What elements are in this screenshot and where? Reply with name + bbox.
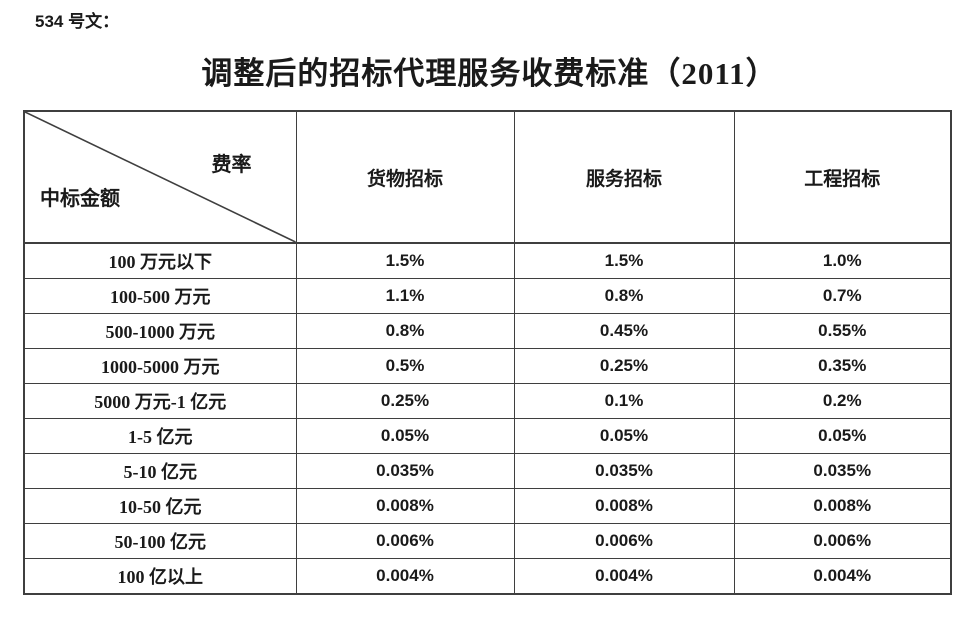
rate-cell: 0.25% (295, 382, 515, 419)
fee-table: 费率 中标金额 货物招标 服务招标 工程招标 100 万元以下 1.5% 1.5… (23, 110, 952, 595)
table-row: 100-500 万元 1.1% 0.8% 0.7% (23, 277, 952, 314)
rate-cell: 1.5% (295, 242, 515, 279)
amount-range-cell: 1-5 亿元 (23, 417, 297, 455)
rate-cell: 0.2% (733, 382, 952, 419)
corner-cell: 费率 中标金额 (23, 110, 297, 244)
rate-cell: 0.008% (733, 488, 952, 525)
table-row: 5-10 亿元 0.035% 0.035% 0.035% (23, 453, 952, 490)
rate-cell: 0.8% (295, 312, 515, 349)
page-title: 调整后的招标代理服务收费标准（2011） (201, 56, 778, 91)
rate-cell: 0.008% (295, 488, 515, 525)
rate-cell: 0.05% (295, 417, 515, 455)
rate-cell: 0.006% (513, 523, 735, 560)
rate-cell: 0.5% (295, 347, 515, 384)
amount-range-cell: 50-100 亿元 (23, 523, 297, 560)
table-header-row: 费率 中标金额 货物招标 服务招标 工程招标 (23, 110, 952, 244)
amount-range-cell: 1000-5000 万元 (23, 347, 297, 384)
amount-range-cell: 500-1000 万元 (23, 312, 297, 349)
table-row: 50-100 亿元 0.006% 0.006% 0.006% (23, 523, 952, 560)
table-row: 100 万元以下 1.5% 1.5% 1.0% (23, 242, 952, 279)
table-row: 1000-5000 万元 0.5% 0.25% 0.35% (23, 347, 952, 384)
table-row: 100 亿以上 0.004% 0.004% 0.004% (23, 558, 952, 595)
rate-cell: 0.8% (513, 277, 735, 314)
rate-cell: 0.7% (733, 277, 952, 314)
rate-cell: 0.05% (733, 417, 952, 455)
table-row: 500-1000 万元 0.8% 0.45% 0.55% (23, 312, 952, 349)
rate-cell: 0.004% (295, 558, 515, 595)
column-header-services: 服务招标 (513, 110, 735, 244)
table-row: 1-5 亿元 0.05% 0.05% 0.05% (23, 417, 952, 455)
rate-cell: 0.35% (733, 347, 952, 384)
rate-cell: 0.05% (513, 417, 735, 455)
table-row: 5000 万元-1 亿元 0.25% 0.1% 0.2% (23, 382, 952, 419)
doc-number-label: 534 号文： (35, 12, 120, 31)
rate-cell: 1.1% (295, 277, 515, 314)
amount-range-cell: 5-10 亿元 (23, 453, 297, 490)
column-header-goods: 货物招标 (295, 110, 515, 244)
corner-label-amount: 中标金额 (40, 188, 120, 210)
rate-cell: 0.25% (513, 347, 735, 384)
rate-cell: 0.004% (513, 558, 735, 595)
rate-cell: 0.035% (295, 453, 515, 490)
rate-cell: 0.45% (513, 312, 735, 349)
amount-range-cell: 100 万元以下 (23, 242, 297, 279)
column-header-engineering: 工程招标 (733, 110, 952, 244)
rate-cell: 0.006% (733, 523, 952, 560)
rate-cell: 0.006% (295, 523, 515, 560)
amount-range-cell: 100-500 万元 (23, 277, 297, 314)
rate-cell: 0.1% (513, 382, 735, 419)
rate-cell: 1.0% (733, 242, 952, 279)
rate-cell: 0.004% (733, 558, 952, 595)
rate-cell: 0.035% (733, 453, 952, 490)
table-row: 10-50 亿元 0.008% 0.008% 0.008% (23, 488, 952, 525)
diagonal-divider-line (25, 112, 296, 242)
amount-range-cell: 5000 万元-1 亿元 (23, 382, 297, 419)
rate-cell: 0.008% (513, 488, 735, 525)
corner-label-rate: 费率 (211, 154, 252, 176)
rate-cell: 1.5% (513, 242, 735, 279)
amount-range-cell: 10-50 亿元 (23, 488, 297, 525)
amount-range-cell: 100 亿以上 (23, 558, 297, 595)
rate-cell: 0.035% (513, 453, 735, 490)
rate-cell: 0.55% (733, 312, 952, 349)
